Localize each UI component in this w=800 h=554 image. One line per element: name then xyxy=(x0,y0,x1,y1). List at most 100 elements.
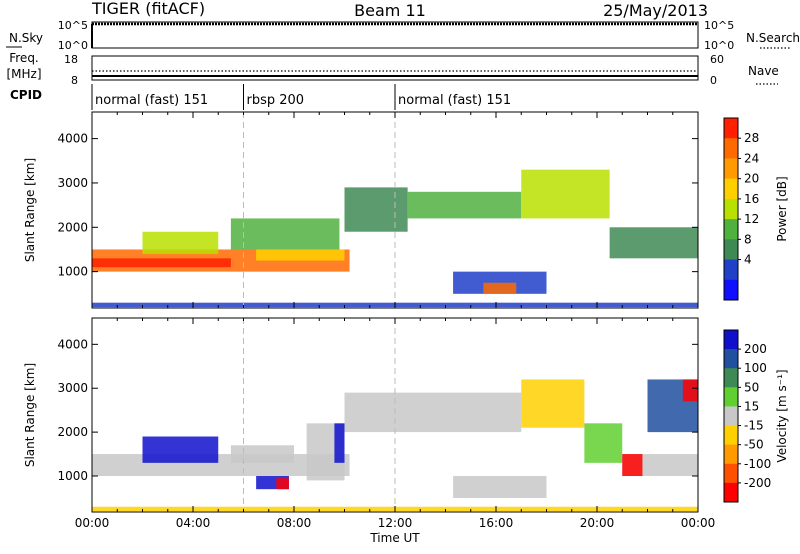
colorbar-tick-label: -15 xyxy=(744,419,764,433)
freq-tick-top: 18 xyxy=(64,53,78,66)
data-band xyxy=(622,454,643,477)
y-tick-label: 4000 xyxy=(57,132,88,146)
y-tick-label: 2000 xyxy=(57,220,88,234)
cpid-segment-label: rbsp 200 xyxy=(247,93,305,108)
power-panel: 1000 2000 3000 4000 Slant Range [km] 28 24 20 16… xyxy=(23,111,789,309)
velocity-panel: 1000 2000 3000 4000 Slant Range [km] 00:00 04:… xyxy=(23,317,789,545)
data-band xyxy=(453,476,547,498)
x-axis-label: Time UT xyxy=(369,531,420,545)
colorbar-segment xyxy=(724,178,738,200)
data-band xyxy=(407,191,522,219)
colorbar-segment xyxy=(724,279,738,301)
colorbar-tick-label: 28 xyxy=(744,131,759,145)
cpid-segment-label: normal (fast) 151 xyxy=(398,93,511,108)
noise-right-tick-top: 10^5 xyxy=(704,19,734,32)
data-band xyxy=(142,231,219,254)
beam-title: Beam 11 xyxy=(354,1,426,20)
colorbar-frame xyxy=(723,117,739,301)
colorbar-segment xyxy=(724,482,738,503)
data-band xyxy=(230,445,294,463)
noise-right-tick-bottom: 10^0 xyxy=(704,39,734,52)
data-band xyxy=(92,258,231,268)
colorbar-tick-label: 12 xyxy=(744,212,759,226)
data-band xyxy=(256,249,345,261)
date-title: 25/May/2013 xyxy=(603,1,708,20)
freq-label-2: [MHz] xyxy=(6,67,41,81)
colorbar-tick-label: -50 xyxy=(744,438,764,452)
colorbar-tick-label: 16 xyxy=(744,192,759,206)
colorbar-segment xyxy=(724,198,738,220)
colorbar-segment xyxy=(724,444,738,465)
cpid-segments: normal (fast) 151 rbsp 200 normal (fast) 1… xyxy=(91,84,511,110)
data-band xyxy=(142,436,219,463)
data-band xyxy=(521,169,610,219)
nave-tick-bottom: 0 xyxy=(710,74,717,87)
data-band xyxy=(682,379,698,402)
colorbar-segment xyxy=(724,118,738,139)
x-tick-label: 12:00 xyxy=(378,516,413,530)
data-band xyxy=(609,227,698,259)
y-tick-label: 3000 xyxy=(57,176,88,190)
freq-panel-frame xyxy=(91,55,699,81)
noise-left-tick-top: 10^5 xyxy=(58,19,88,32)
y-tick-label: 1000 xyxy=(57,469,88,483)
noise-right-label: N.Search xyxy=(746,31,800,45)
colorbar-segment xyxy=(724,138,738,159)
nave-tick-top: 60 xyxy=(710,53,724,66)
data-band xyxy=(276,478,289,490)
radar-title: TIGER (fitACF) xyxy=(91,0,205,18)
y-axis-label: Slant Range [km] xyxy=(23,158,37,262)
colorbar-segment xyxy=(724,425,738,446)
freq-tick-bottom: 8 xyxy=(71,74,78,87)
x-tick-label: 08:00 xyxy=(277,516,312,530)
data-band xyxy=(344,392,522,433)
x-tick-label: 00:00 xyxy=(681,516,716,530)
x-tick-label: 04:00 xyxy=(176,516,211,530)
colorbar-tick-label: 20 xyxy=(744,172,759,186)
colorbar-segment xyxy=(724,239,738,261)
data-band xyxy=(584,423,623,463)
data-band xyxy=(521,379,585,428)
colorbar-tick-label: 50 xyxy=(744,380,759,394)
colorbar-label: Power [dB] xyxy=(775,176,789,241)
freq-label-1: Freq. xyxy=(9,51,39,65)
colorbar-segment xyxy=(724,219,738,240)
y-tick-label: 3000 xyxy=(57,381,88,395)
colorbar-tick-label: 15 xyxy=(744,399,759,413)
colorbar-segment xyxy=(724,387,738,407)
x-tick-label: 00:00 xyxy=(75,516,110,530)
y-tick-label: 2000 xyxy=(57,425,88,439)
colorbar-tick-label: 4 xyxy=(744,253,752,267)
colorbar-segment xyxy=(724,406,738,427)
colorbar-tick-label: -100 xyxy=(744,457,771,471)
x-tick-label: 16:00 xyxy=(479,516,514,530)
cpid-segment-label: normal (fast) 151 xyxy=(95,93,208,108)
colorbar-segment xyxy=(724,463,738,484)
cpid-label: CPID xyxy=(10,88,42,102)
y-tick-label: 4000 xyxy=(57,337,88,351)
noise-panel-frame xyxy=(91,21,699,49)
colorbar-tick-label: -200 xyxy=(744,476,771,490)
colorbar-label: Velocity [m s⁻¹] xyxy=(775,369,789,462)
y-tick-label: 1000 xyxy=(57,265,88,279)
colorbar-tick-label: 200 xyxy=(744,342,767,356)
noise-left-tick-bottom: 10^0 xyxy=(58,39,88,52)
colorbar-segment xyxy=(724,259,738,281)
nave-label: Nave xyxy=(748,64,779,78)
colorbar-frame xyxy=(723,329,739,503)
noise-left-label: N.Sky xyxy=(9,31,43,45)
y-axis-label: Slant Range [km] xyxy=(23,363,37,467)
data-band xyxy=(344,187,408,232)
colorbar-tick-label: 24 xyxy=(744,151,759,165)
x-tick-label: 20:00 xyxy=(580,516,615,530)
colorbar-segment xyxy=(724,349,738,369)
colorbar-segment xyxy=(724,330,738,350)
colorbar-tick-label: 8 xyxy=(744,232,752,246)
colorbar-segment xyxy=(724,368,738,388)
data-band xyxy=(230,218,340,250)
data-band xyxy=(483,282,517,294)
colorbar-segment xyxy=(724,158,738,180)
colorbar-tick-label: 100 xyxy=(744,361,767,375)
data-band xyxy=(334,423,345,463)
